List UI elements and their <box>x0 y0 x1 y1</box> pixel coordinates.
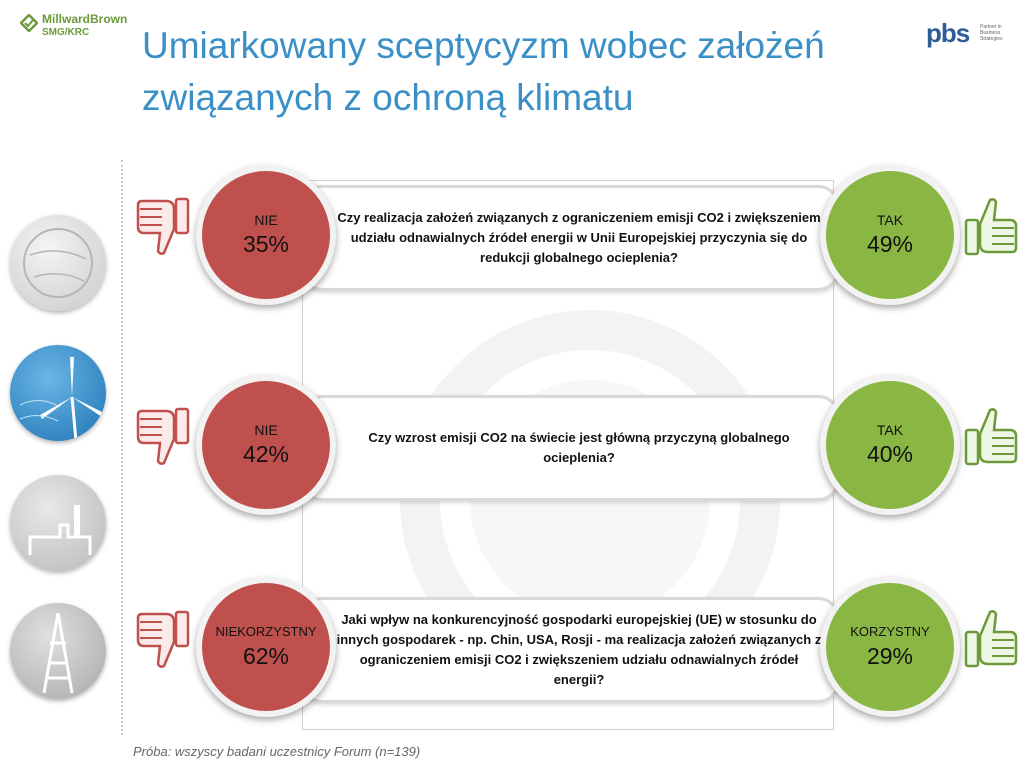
positive-label-1: TAK <box>876 212 904 228</box>
pbs-tagline: Partner in Business Strategies <box>980 24 1003 42</box>
thumbs-down-icon <box>136 610 190 668</box>
sidebar-divider <box>121 160 123 735</box>
power-plant-image <box>10 475 106 571</box>
question-text-3: Jaki wpływ na konkurencyjność gospodarki… <box>336 612 822 687</box>
millward-brown-sub: SMG/KRC <box>42 27 90 38</box>
negative-value-3: 62% <box>242 643 290 669</box>
positive-value-2: 40% <box>866 441 914 467</box>
wind-turbine-image <box>10 345 106 441</box>
oil-rig-image <box>10 603 106 699</box>
pbs-logo: pbs Partner in Business Strategies <box>924 14 1014 50</box>
positive-label-2: TAK <box>876 422 904 438</box>
thumbs-down-icon <box>136 197 190 255</box>
positive-result-3: KORZYSTNY 29% <box>820 577 960 717</box>
negative-value-1: 35% <box>242 231 290 257</box>
positive-label-3: KORZYSTNY <box>850 624 930 639</box>
positive-value-3: 29% <box>866 643 914 669</box>
sample-footnote: Próba: wszyscy badani uczestnicy Forum (… <box>133 744 421 759</box>
millward-brown-mark-icon <box>20 14 38 32</box>
positive-result-1: TAK 49% <box>820 165 960 305</box>
negative-result-1: NIE 35% <box>196 165 336 305</box>
question-card-2: Czy wzrost emisji CO2 na świecie jest gł… <box>300 395 840 501</box>
positive-result-2: TAK 40% <box>820 375 960 515</box>
question-text-2: Czy wzrost emisji CO2 na świecie jest gł… <box>368 430 790 465</box>
page-title: Umiarkowany sceptycyzm wobec założeń zwi… <box>142 25 825 118</box>
power-plant-icon <box>28 505 92 555</box>
pbs-name: pbs <box>926 18 970 48</box>
millward-brown-logo: MillwardBrown SMG/KRC <box>20 12 140 46</box>
thumbs-up-icon <box>964 198 1018 256</box>
question-card-1: Czy realizacja założeń związanych z ogra… <box>300 185 840 291</box>
oil-rig-icon <box>42 612 74 694</box>
negative-result-3: NIEKORZYSTNY 62% <box>196 577 336 717</box>
negative-label-2: NIE <box>254 422 278 438</box>
thumbs-down-icon <box>136 407 190 465</box>
globe-icon <box>23 228 93 298</box>
wind-turbine-icon <box>19 357 104 441</box>
thumbs-up-icon <box>964 408 1018 466</box>
question-card-3: Jaki wpływ na konkurencyjność gospodarki… <box>300 597 840 703</box>
negative-result-2: NIE 42% <box>196 375 336 515</box>
millward-brown-name: MillwardBrown <box>42 12 128 26</box>
negative-value-2: 42% <box>242 441 290 467</box>
question-text-1: Czy realizacja założeń związanych z ogra… <box>337 210 821 265</box>
negative-label-1: NIE <box>254 212 278 228</box>
globe-image <box>10 215 106 311</box>
thumbs-up-icon <box>964 610 1018 668</box>
negative-label-3: NIEKORZYSTNY <box>215 624 317 639</box>
positive-value-1: 49% <box>866 231 914 257</box>
